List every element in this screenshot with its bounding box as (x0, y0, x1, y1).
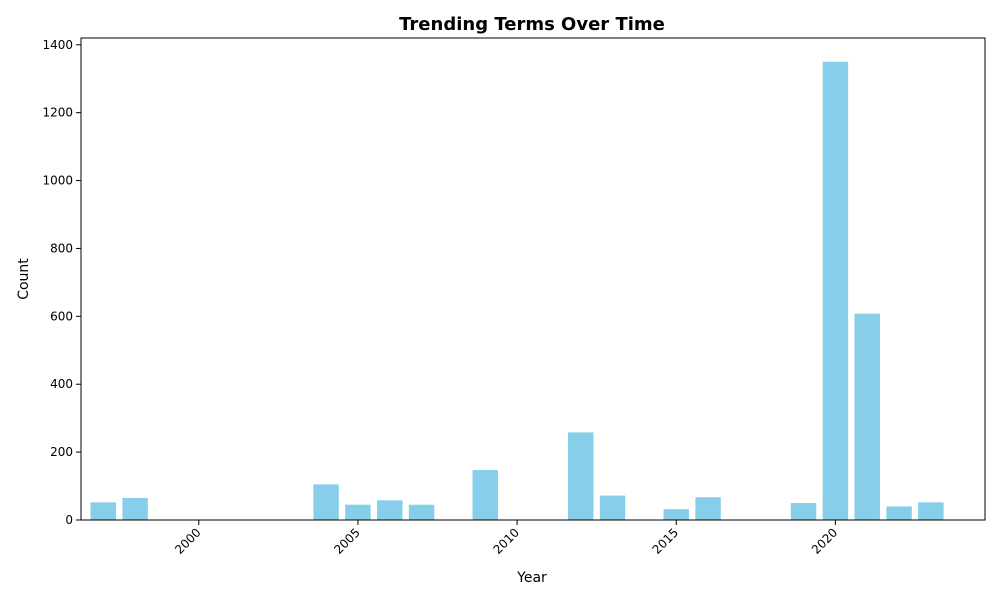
bar-2006 (377, 500, 403, 520)
y-tick-label-1200: 1200 (42, 106, 73, 120)
y-tick-label-600: 600 (50, 309, 73, 323)
bar-2016 (695, 497, 721, 520)
bar-2007 (408, 504, 435, 520)
bar-2019 (790, 503, 817, 520)
y-tick-label-1000: 1000 (42, 174, 73, 188)
y-tick-label-0: 0 (65, 513, 73, 527)
bar-2023 (918, 502, 944, 520)
bar-2020 (822, 61, 849, 521)
y-tick-label-200: 200 (50, 445, 73, 459)
y-axis-ticks: 0 200 400 600 800 1000 1200 1400 (42, 38, 81, 527)
bar-2021 (854, 313, 880, 520)
bar-2005 (345, 504, 371, 520)
x-axis-label: Year (516, 570, 547, 586)
y-axis-label: Count (16, 258, 32, 300)
bar-2013 (599, 495, 626, 520)
x-tick-label-2020: 2020 (809, 525, 840, 556)
x-tick-label-2010: 2010 (491, 525, 522, 556)
bar-2004 (313, 484, 339, 520)
chart-title: Trending Terms Over Time (399, 14, 665, 35)
x-tick-label-2000: 2000 (172, 525, 203, 556)
bar-1997 (90, 502, 117, 520)
bar-1998 (122, 497, 148, 520)
y-tick-label-400: 400 (50, 377, 73, 391)
bar-2015 (663, 509, 689, 520)
y-tick-label-1400: 1400 (42, 38, 73, 52)
x-axis-ticks: 2000 2005 2010 2015 2020 (172, 520, 840, 557)
bar-2012 (568, 432, 594, 520)
y-tick-label-800: 800 (50, 241, 73, 255)
bar-2022 (886, 506, 912, 520)
bar-2009 (472, 470, 498, 520)
x-tick-label-2015: 2015 (650, 525, 681, 556)
bars-group (90, 61, 944, 521)
plot-frame (80, 37, 986, 521)
x-tick-label-2005: 2005 (331, 525, 362, 556)
